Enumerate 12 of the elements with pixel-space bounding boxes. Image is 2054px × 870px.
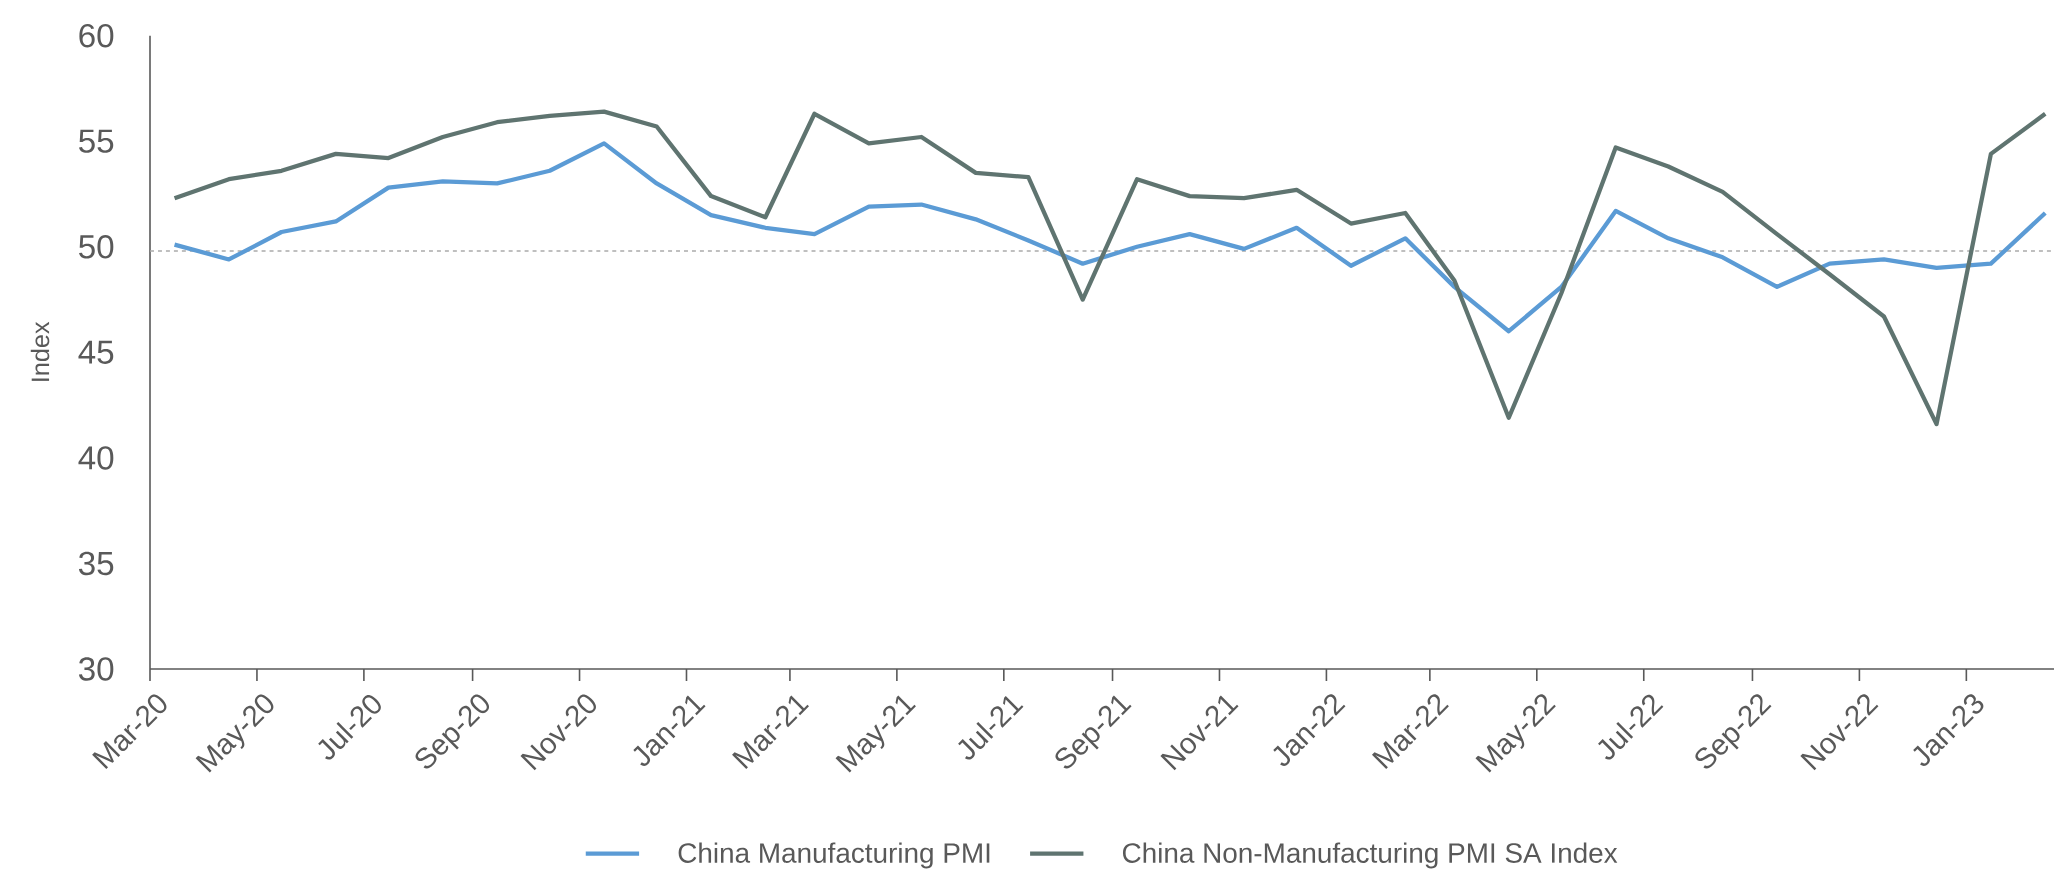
line-series [172,109,2048,427]
y-tick-label: 40 [78,446,114,470]
legend-label: China Manufacturing PMI [678,842,990,869]
y-tick-label: 35 [78,551,114,576]
y-axis-title: Index [30,321,50,381]
line-series [172,141,2048,334]
y-tick-label: 55 [79,129,114,153]
y-tick-label: 50 [79,235,114,259]
y-tick-label: 45 [78,340,114,364]
legend-label: China Non-Manufacturing PMI SA Index [1122,842,1618,869]
y-tick-label: 30 [78,657,114,681]
y-tick-label: 60 [79,23,114,48]
